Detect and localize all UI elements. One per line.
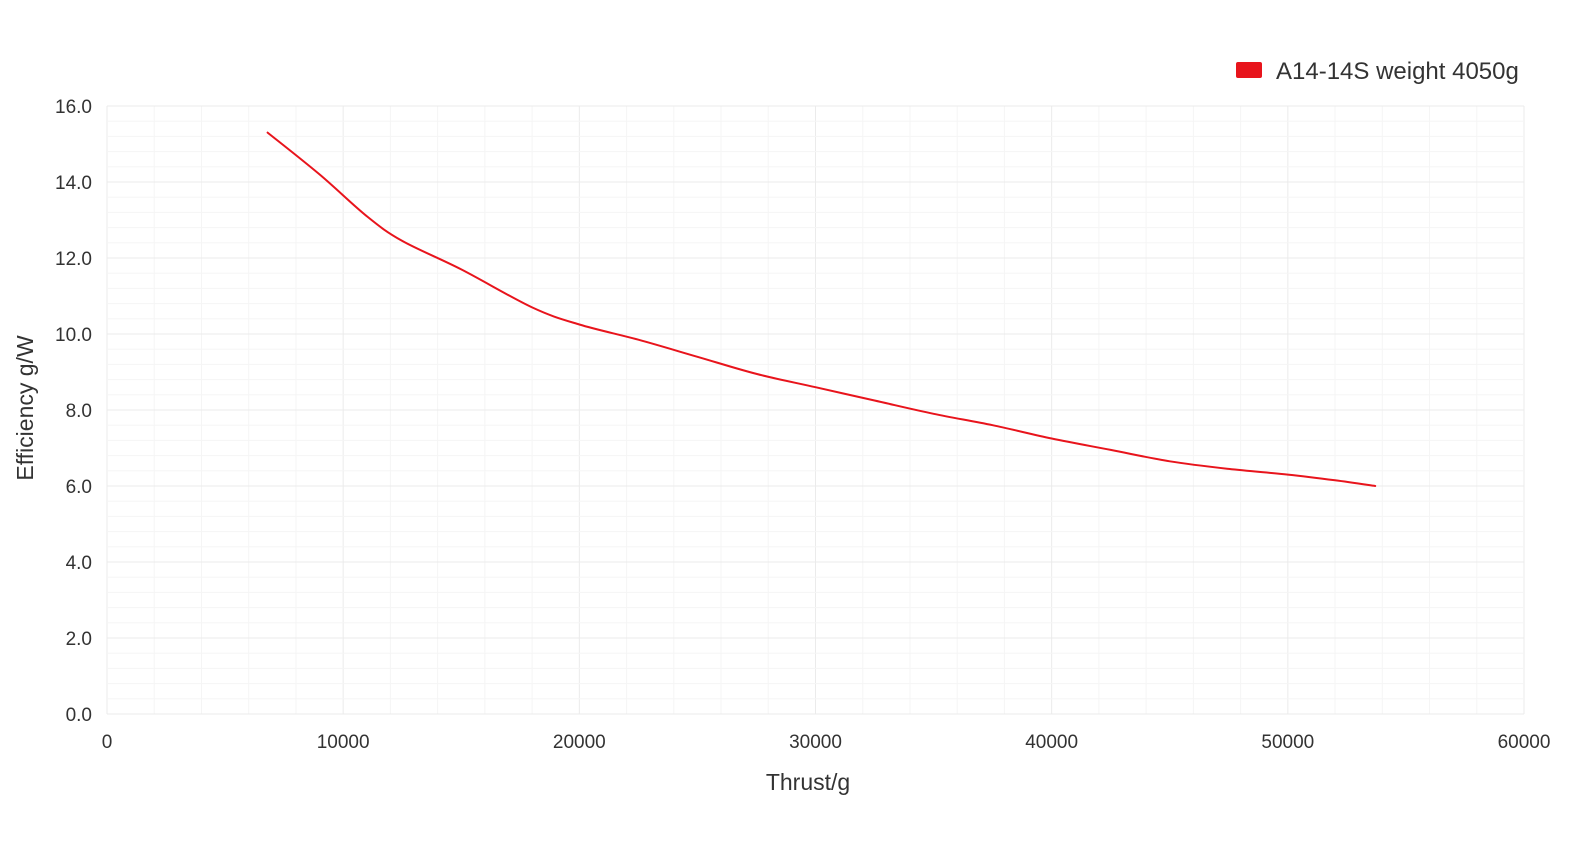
y-tick-label: 2.0 (66, 629, 92, 650)
y-tick-label: 4.0 (66, 553, 92, 574)
series-lines (266, 131, 1377, 487)
y-tick-label: 6.0 (66, 477, 92, 498)
x-tick-label: 60000 (1498, 732, 1551, 753)
y-tick-label: 16.0 (55, 97, 92, 118)
y-axis-title: Efficiency g/W (12, 335, 38, 481)
y-tick-label: 14.0 (55, 173, 92, 194)
legend-label: A14-14S weight 4050g (1276, 58, 1519, 85)
y-tick-label: 12.0 (55, 249, 92, 270)
series-line (266, 131, 1377, 487)
legend: A14-14S weight 4050g (1236, 58, 1519, 85)
legend-swatch (1236, 62, 1262, 78)
y-tick-label: 0.0 (66, 705, 92, 726)
x-axis-ticks: 0 10000 20000 30000 40000 50000 60000 (102, 732, 1551, 753)
x-tick-label: 50000 (1261, 732, 1314, 753)
y-tick-label: 10.0 (55, 325, 92, 346)
x-tick-label: 10000 (317, 732, 370, 753)
grid (106, 105, 1525, 715)
x-tick-label: 30000 (789, 732, 842, 753)
x-axis-title: Thrust/g (766, 769, 850, 795)
x-tick-label: 20000 (553, 732, 606, 753)
x-tick-label: 40000 (1025, 732, 1078, 753)
y-axis-ticks: 0.0 2.0 4.0 6.0 8.0 10.0 12.0 14.0 16.0 (55, 97, 92, 726)
y-tick-label: 8.0 (66, 401, 92, 422)
x-tick-label: 0 (102, 732, 113, 753)
